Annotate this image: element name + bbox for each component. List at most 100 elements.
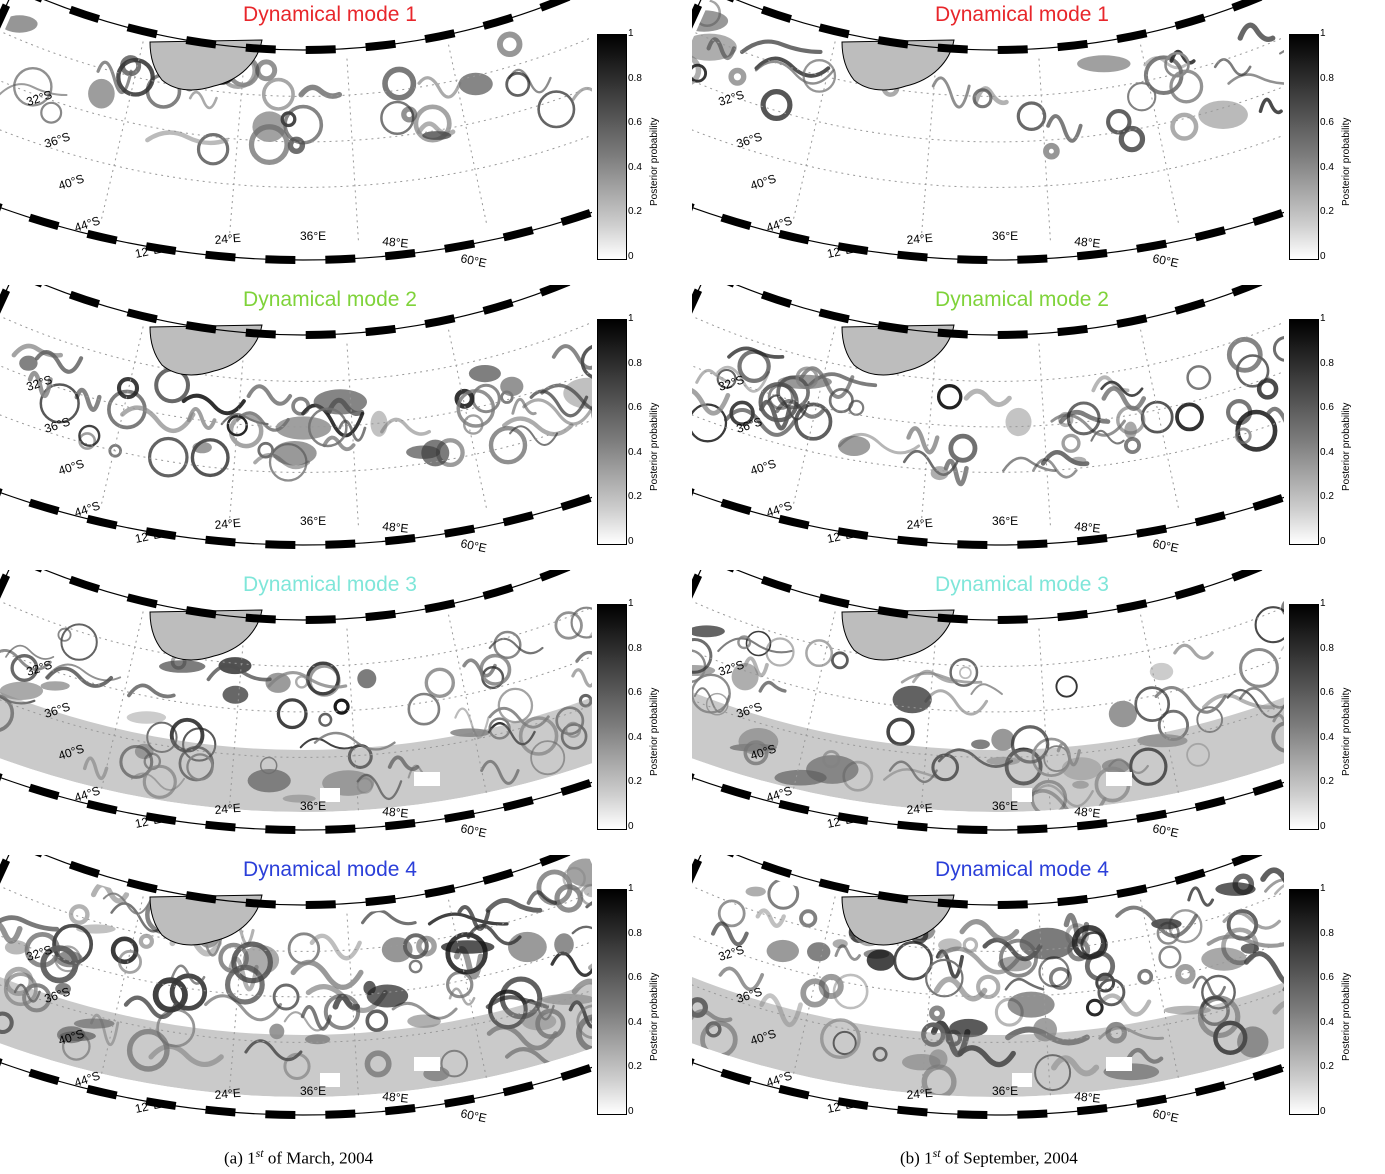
longitude-label: 36°E xyxy=(992,229,1018,243)
map-panel-4: 32°S 36°S 40°S 44°S 12°E 24°E 36°E 48°E 60°E Dyna… xyxy=(692,855,1384,1140)
colorbar-tick-label: 1 xyxy=(1320,598,1326,609)
map-panel-2: 32°S 36°S 40°S 44°S 12°E 24°E 36°E 48°E 60°E Dyna… xyxy=(0,285,692,570)
longitude-label: 60°E xyxy=(1151,251,1179,270)
africa-landmass xyxy=(841,324,955,376)
colorbar-tick-label: 1 xyxy=(628,598,634,609)
map-ocean xyxy=(692,0,1284,242)
colorbar xyxy=(597,319,627,545)
colorbar-tick-label: 0 xyxy=(1320,820,1326,832)
panel-title: Dynamical mode 2 xyxy=(243,288,417,311)
longitude-label: 24°E xyxy=(906,231,933,247)
colorbar-tick-label: 0.2 xyxy=(628,491,642,502)
island-mask xyxy=(1106,202,1132,216)
island-mask xyxy=(320,1073,340,1087)
longitude-label: 24°E xyxy=(906,1086,933,1102)
longitude-label: 48°E xyxy=(1074,519,1101,536)
colorbar-tick-label: 0.8 xyxy=(628,642,642,654)
colorbar xyxy=(597,604,627,830)
longitude-label: 24°E xyxy=(906,801,933,817)
posterior-probability-map: 32°S36°S40°S44°S12°E24°E 36°E 48°E60°E xyxy=(0,855,592,1125)
latitude-label: 44°S xyxy=(73,213,102,234)
longitude-label: 60°E xyxy=(1151,821,1179,840)
island-mask xyxy=(1106,772,1132,786)
colorbar-tick-label: 0.8 xyxy=(628,927,642,939)
graticule xyxy=(0,602,592,811)
colorbar-tick-label: 0 xyxy=(628,535,634,547)
latitude-label: 44°S xyxy=(73,783,102,804)
longitude-label: 48°E xyxy=(1074,804,1101,821)
colorbar-tick-label: 0.6 xyxy=(1320,687,1334,698)
longitude-label: 36°E xyxy=(300,799,326,813)
colorbar-tick-label: 0.6 xyxy=(1320,117,1334,128)
colorbar-tick-label: 0 xyxy=(628,820,634,832)
longitude-label: 60°E xyxy=(459,1106,487,1125)
colorbar-tick-label: 0.4 xyxy=(1320,446,1334,458)
africa-landmass xyxy=(149,609,263,661)
probability-field xyxy=(11,343,592,482)
island-mask xyxy=(414,202,440,216)
longitude-label: 36°E xyxy=(992,514,1018,528)
graticule xyxy=(0,32,592,241)
map-ocean xyxy=(692,570,1284,812)
longitude-label: 36°E xyxy=(992,799,1018,813)
colorbar-tick-label: 0.2 xyxy=(628,1061,642,1072)
graticule xyxy=(692,317,1284,526)
probability-field xyxy=(692,335,1284,487)
colorbar-tick-label: 0.2 xyxy=(628,776,642,787)
longitude-label: 48°E xyxy=(1074,234,1101,251)
colorbar-tick-label: 1 xyxy=(1320,313,1326,324)
posterior-probability-map: 32°S36°S40°S44°S12°E24°E 36°E 48°E60°E xyxy=(0,0,592,270)
colorbar-tick-label: 0 xyxy=(1320,250,1326,262)
longitude-label: 36°E xyxy=(300,1084,326,1098)
longitude-label: 24°E xyxy=(214,231,241,247)
graticule xyxy=(0,317,592,526)
caption-b: (b) 1st of September, 2004 xyxy=(900,1146,1078,1168)
map-panel-1: 32°S 36°S 40°S 44°S 12°E 24°E 36°E 48°E 60°E Dyna… xyxy=(692,0,1384,285)
caption-a: (a) 1st of March, 2004 xyxy=(224,1146,374,1168)
colorbar-tick-label: 0.8 xyxy=(628,357,642,369)
island-mask xyxy=(1106,487,1132,501)
colorbar-tick-label: 0.2 xyxy=(1320,1061,1334,1072)
probability-field xyxy=(0,606,592,812)
colorbar-axis-label: Posterior probability xyxy=(1341,117,1352,206)
africa-landmass xyxy=(841,894,955,946)
colorbar-tick-label: 0 xyxy=(628,1105,634,1117)
longitude-label: 36°E xyxy=(992,1084,1018,1098)
panel-title: Dynamical mode 1 xyxy=(935,3,1109,26)
colorbar-axis-label: Posterior probability xyxy=(1341,972,1352,1061)
island-mask xyxy=(320,218,340,232)
island-mask xyxy=(1012,218,1032,232)
island-mask xyxy=(1012,788,1032,802)
longitude-label: 12°E xyxy=(134,1097,162,1116)
posterior-probability-map: 32°S36°S40°S44°S12°E24°E 36°E 48°E60°E xyxy=(0,570,592,840)
longitude-label: 12°E xyxy=(826,242,854,261)
longitude-label: 48°E xyxy=(382,519,409,536)
panel-title: Dynamical mode 3 xyxy=(243,573,417,596)
longitude-label: 36°E xyxy=(300,229,326,243)
colorbar-tick-label: 0 xyxy=(1320,1105,1326,1117)
colorbar-axis-label: Posterior probability xyxy=(1341,402,1352,491)
latitude-label: 44°S xyxy=(73,1068,102,1089)
colorbar xyxy=(1289,889,1319,1115)
map-ocean xyxy=(0,285,592,527)
colorbar-tick-label: 0.8 xyxy=(1320,72,1334,84)
longitude-label: 12°E xyxy=(134,242,162,261)
longitude-label: 12°E xyxy=(134,812,162,831)
island-mask xyxy=(1012,503,1032,517)
colorbar-tick-label: 0 xyxy=(628,250,634,262)
panel-title: Dynamical mode 3 xyxy=(935,573,1109,596)
graticule xyxy=(0,887,592,1096)
panel-title: Dynamical mode 4 xyxy=(935,858,1109,881)
colorbar xyxy=(597,34,627,260)
probability-field xyxy=(692,598,1284,813)
colorbar-tick-label: 0.2 xyxy=(1320,491,1334,502)
latitude-label: 44°S xyxy=(765,213,794,234)
colorbar-tick-label: 0.2 xyxy=(1320,206,1334,217)
island-mask xyxy=(414,1057,440,1071)
column-b: 32°S 36°S 40°S 44°S 12°E 24°E 36°E 48°E 60°E Dyna… xyxy=(692,0,1384,1140)
colorbar-axis-label: Posterior probability xyxy=(649,687,660,776)
island-mask xyxy=(1012,1073,1032,1087)
colorbar-tick-label: 0.4 xyxy=(628,446,642,458)
probability-field xyxy=(692,867,1284,1098)
colorbar-tick-label: 0.6 xyxy=(1320,972,1334,983)
